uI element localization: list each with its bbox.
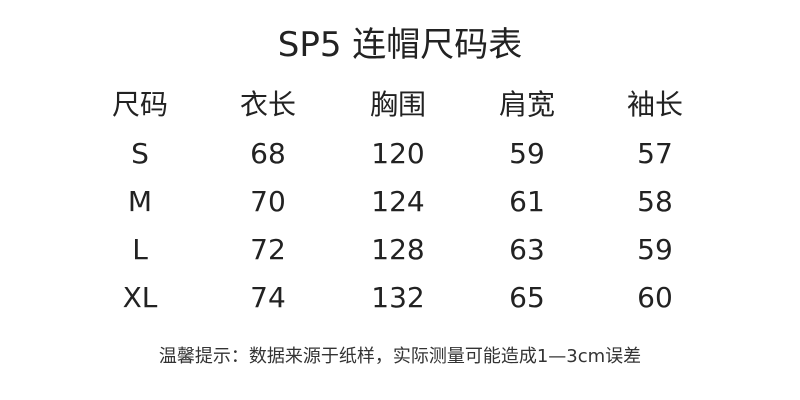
- measurement-note: 温馨提示：数据来源于纸样，实际测量可能造成1—3cm误差: [158, 346, 642, 367]
- table-cell: 59: [637, 233, 673, 266]
- table-cell: 65: [509, 281, 545, 314]
- table-cell: 120: [371, 137, 425, 170]
- table-cell: 70: [250, 185, 286, 218]
- table-cell: 63: [509, 233, 545, 266]
- header-shoulder: 肩宽: [498, 88, 555, 121]
- table-cell: 59: [509, 137, 545, 170]
- table-cell: 74: [250, 281, 286, 314]
- header-sleeve: 袖长: [626, 88, 683, 121]
- table-row: L 72 128 63 59: [0, 228, 800, 272]
- table-cell: 58: [637, 185, 673, 218]
- table-cell: 124: [371, 185, 425, 218]
- table-header: 尺码 衣长 胸围 肩宽 袖长: [0, 83, 800, 127]
- page-title: SP5 连帽尺码表: [277, 25, 523, 65]
- header-size: 尺码: [111, 88, 168, 121]
- table-cell: L: [132, 233, 148, 266]
- header-length: 衣长: [239, 88, 296, 121]
- table-cell: 57: [637, 137, 673, 170]
- table-cell: S: [131, 137, 149, 170]
- table-row: S 68 120 59 57: [0, 132, 800, 176]
- table-cell: 72: [250, 233, 286, 266]
- table-cell: M: [127, 185, 153, 218]
- table-cell: XL: [122, 281, 158, 314]
- table-cell: 61: [509, 185, 545, 218]
- table-cell: 132: [371, 281, 425, 314]
- table-row: M 70 124 61 58: [0, 180, 800, 224]
- table-row: XL 74 132 65 60: [0, 276, 800, 320]
- table-cell: 68: [250, 137, 286, 170]
- table-cell: 128: [371, 233, 425, 266]
- header-chest: 胸围: [369, 88, 426, 121]
- table-cell: 60: [637, 281, 673, 314]
